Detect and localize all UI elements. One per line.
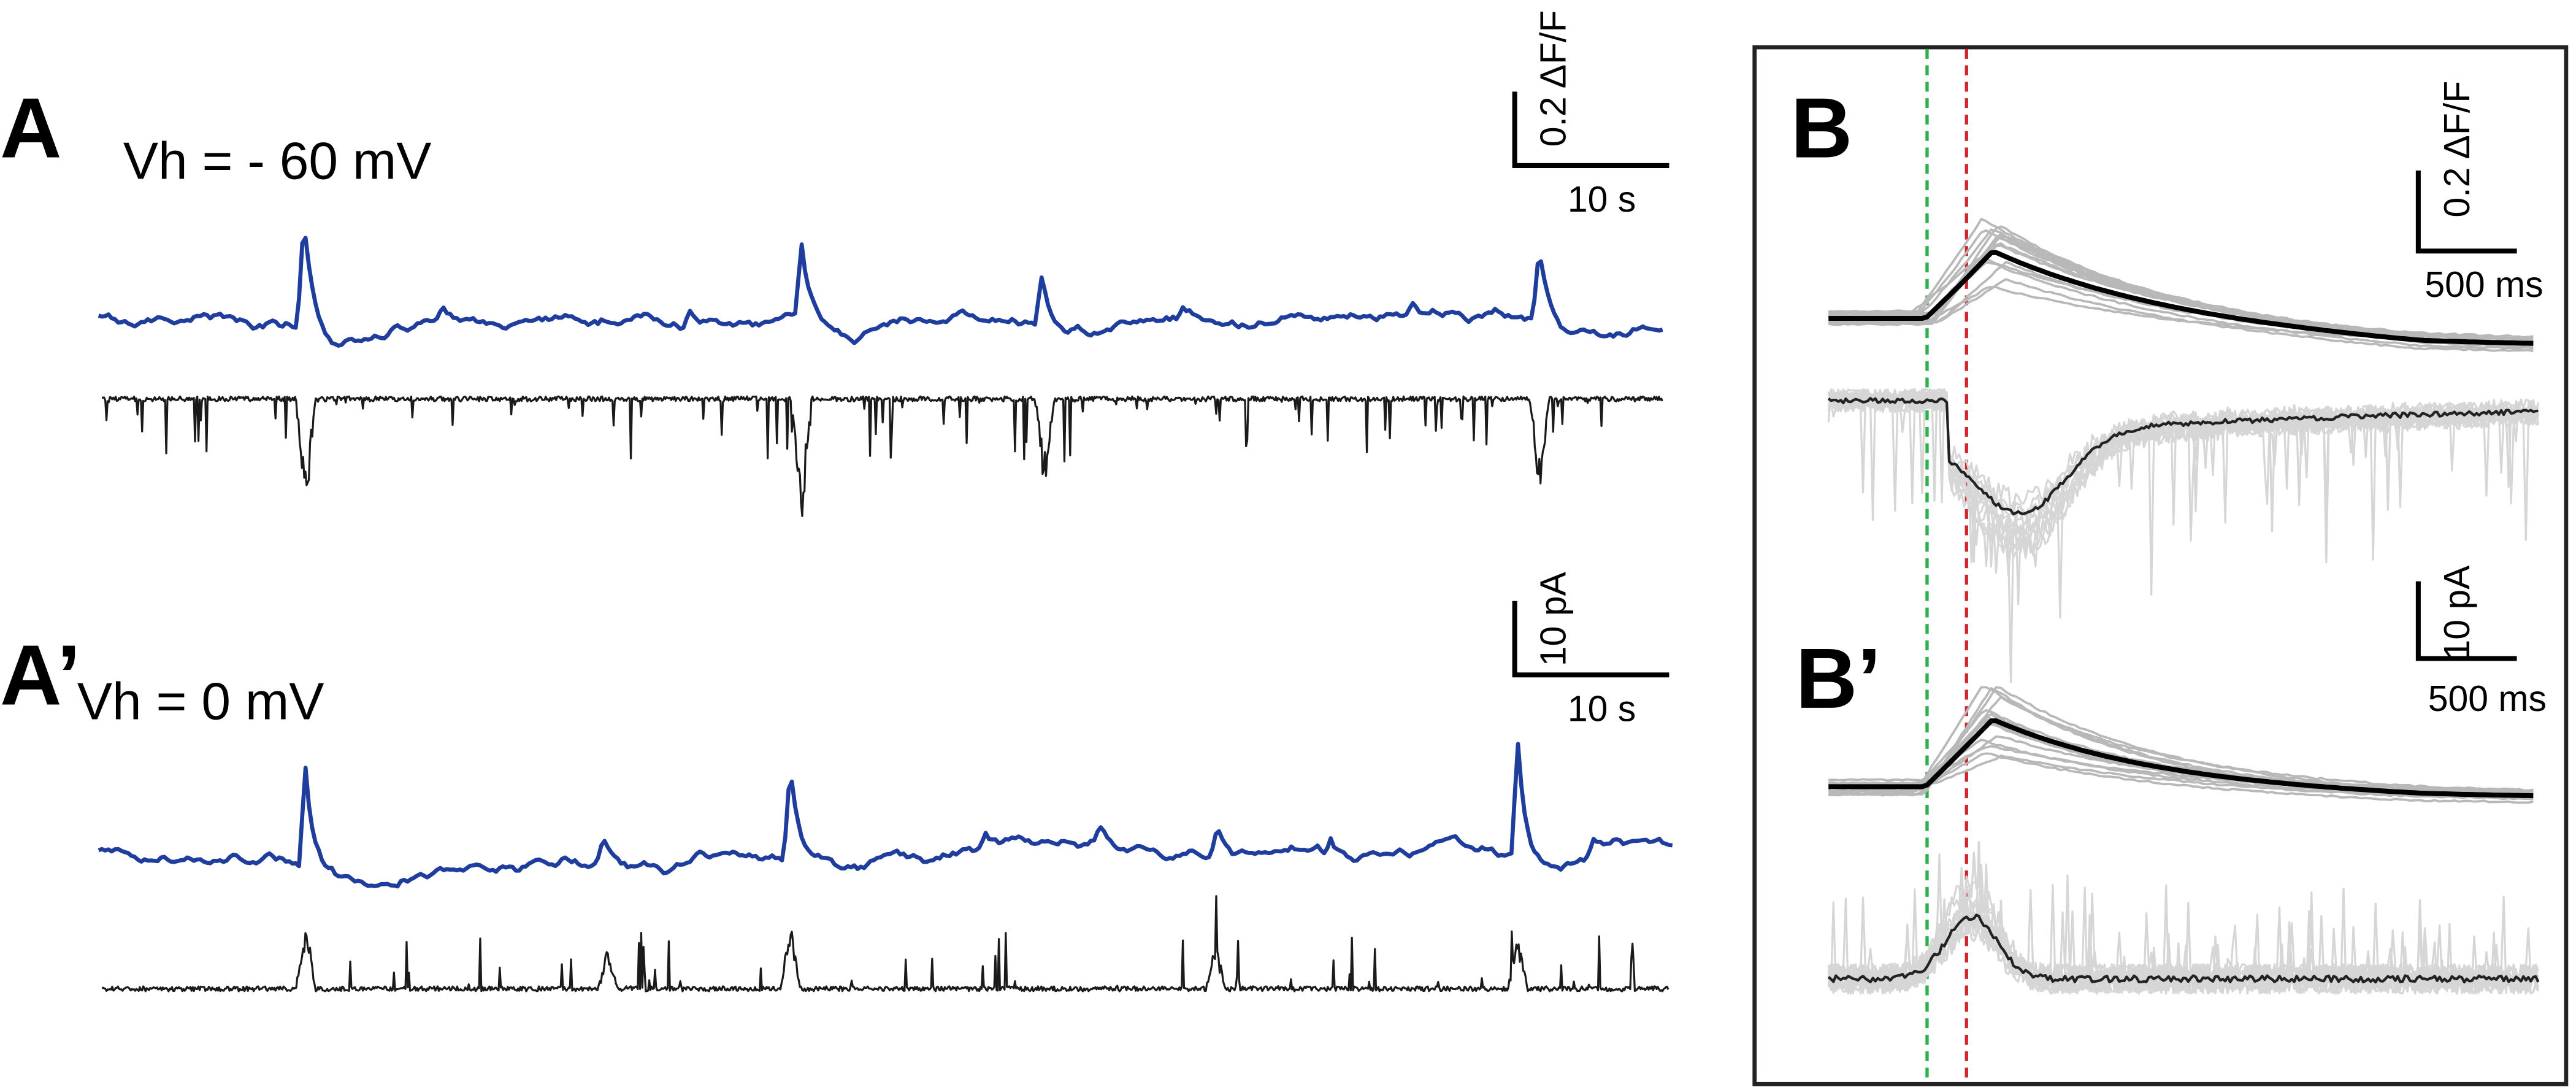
scale-bar: [1512, 601, 1669, 678]
trial-current: [1827, 899, 2539, 994]
current-trace: [101, 895, 1669, 993]
mean-current: [1827, 397, 2539, 516]
scale-y-label: 0.2 ΔF/F: [2437, 81, 2477, 218]
panel-label: B’: [1796, 631, 1881, 726]
inset-frame: [1752, 45, 2569, 1086]
scale-y-label: 10 pA: [1534, 572, 1574, 667]
mean-trace: [1828, 250, 2534, 346]
panel-label: B: [1791, 80, 1853, 176]
scale-bar: [2415, 581, 2517, 661]
trial-trace: [1828, 754, 2534, 800]
trial-trace: [1828, 278, 2534, 353]
calcium-trace: [98, 236, 1663, 348]
mean-trace: [1828, 718, 2534, 799]
trial-current: [1827, 388, 2539, 619]
calcium-trace: [98, 742, 1673, 889]
scale-x-label: 500 ms: [2428, 679, 2547, 719]
scale-y-label: 10 pA: [2437, 565, 2477, 660]
panel-label: A’: [0, 628, 81, 723]
condition-label: Vh = - 60 mV: [123, 131, 432, 190]
scale-bar: [2415, 170, 2517, 254]
trial-trace: [1828, 752, 2534, 804]
scale-x-label: 10 s: [1568, 180, 1636, 220]
mean-current: [1827, 913, 2540, 984]
scale-x-label: 10 s: [1568, 689, 1636, 729]
scale-bar: [1512, 91, 1669, 168]
scale-y-label: 0.2 ΔF/F: [1534, 10, 1574, 147]
current-trace: [101, 395, 1663, 517]
scale-x-label: 500 ms: [2425, 265, 2543, 305]
condition-label: Vh = 0 mV: [77, 672, 324, 731]
traces: [98, 218, 2540, 995]
panel-label: A: [0, 80, 62, 176]
